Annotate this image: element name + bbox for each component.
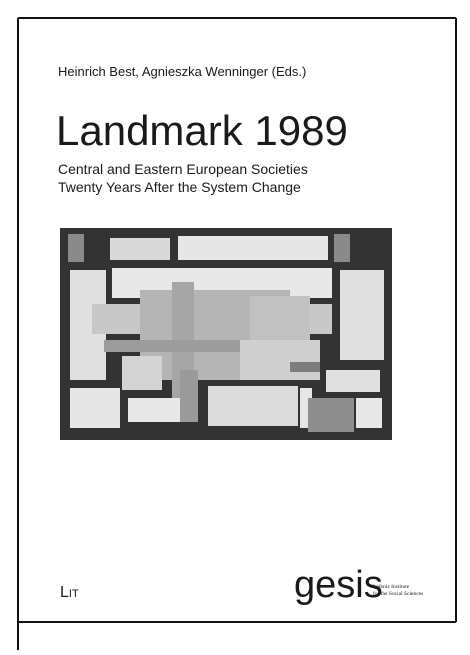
institute-logo: gesis	[294, 564, 383, 606]
subtitle-line: Central and Eastern European Societies	[58, 161, 308, 177]
title: Landmark 1989	[56, 107, 348, 154]
editors: Heinrich Best, Agnieszka Wenninger (Eds.…	[58, 64, 306, 79]
subtitle-line: Twenty Years After the System Change	[58, 179, 301, 195]
book-cover: Heinrich Best, Agnieszka Wenninger (Eds.…	[0, 0, 470, 650]
cover-artwork	[60, 228, 392, 440]
institute-line: Leibniz Institute	[373, 584, 410, 590]
institute-line: for the Social Sciences	[373, 590, 423, 597]
publisher: Lit	[60, 584, 79, 601]
